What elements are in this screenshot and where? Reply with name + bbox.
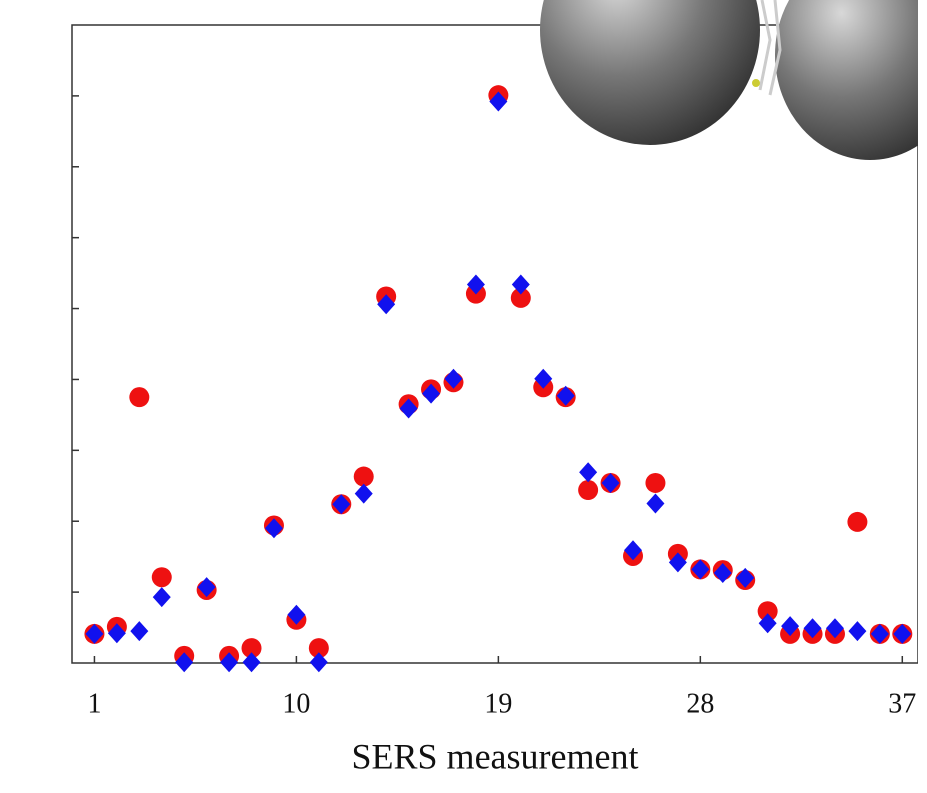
- circle-point: [578, 480, 599, 501]
- x-tick-label: 10: [282, 688, 310, 719]
- diamond-point: [489, 91, 508, 112]
- diamond-point: [466, 274, 485, 295]
- diamond-point: [893, 623, 912, 644]
- diamond-point: [534, 368, 553, 389]
- diamond-point: [736, 567, 755, 588]
- diamond-point: [870, 623, 889, 644]
- diamond-point: [444, 368, 463, 389]
- x-tick-label: 1: [87, 688, 101, 719]
- circle-point: [241, 638, 262, 659]
- inset-image: [530, 0, 927, 793]
- diamond-point: [85, 623, 104, 644]
- diamond-point: [803, 618, 822, 639]
- diamond-point: [377, 294, 396, 315]
- diamond-point: [713, 562, 732, 583]
- diamond-point: [691, 559, 710, 580]
- diamond-point: [309, 652, 328, 673]
- diamond-point: [399, 398, 418, 419]
- circle-point: [847, 511, 868, 532]
- sphere: [540, 0, 760, 145]
- diamond-point: [332, 494, 351, 515]
- circle-point: [645, 472, 666, 493]
- circle-point: [151, 567, 172, 588]
- x-axis-label: SERS measurement: [352, 736, 639, 776]
- diamond-point: [197, 577, 216, 598]
- diamond-point: [354, 483, 373, 504]
- diamond-point: [848, 621, 867, 642]
- diamond-point: [242, 652, 261, 673]
- diamond-point: [758, 613, 777, 634]
- diamond-point: [668, 552, 687, 573]
- circle-point: [510, 287, 531, 308]
- diamond-point: [264, 518, 283, 539]
- circle-point: [308, 638, 329, 659]
- x-tick-label: 19: [484, 688, 512, 719]
- diamond-point: [646, 493, 665, 514]
- circle-point: [129, 387, 150, 408]
- diamond-point: [107, 623, 126, 644]
- diamond-point: [130, 621, 149, 642]
- diamond-point: [579, 462, 598, 483]
- plot-frame: [71, 24, 919, 664]
- circle-point: [353, 466, 374, 487]
- diamond-point: [601, 472, 620, 493]
- x-tick-label: 28: [686, 688, 714, 719]
- diamond-point: [220, 652, 239, 673]
- sphere: [775, 0, 927, 160]
- diamond-point: [152, 587, 171, 608]
- diamond-point: [175, 652, 194, 673]
- diamond-point: [287, 604, 306, 625]
- diamond-point: [825, 618, 844, 639]
- diamond-point: [556, 385, 575, 406]
- diamond-point: [422, 383, 441, 404]
- x-tick-label: 37: [888, 688, 916, 719]
- diamond-point: [511, 274, 530, 295]
- diamond-point: [624, 540, 643, 561]
- circle-point: [757, 601, 778, 622]
- diamond-point: [781, 616, 800, 637]
